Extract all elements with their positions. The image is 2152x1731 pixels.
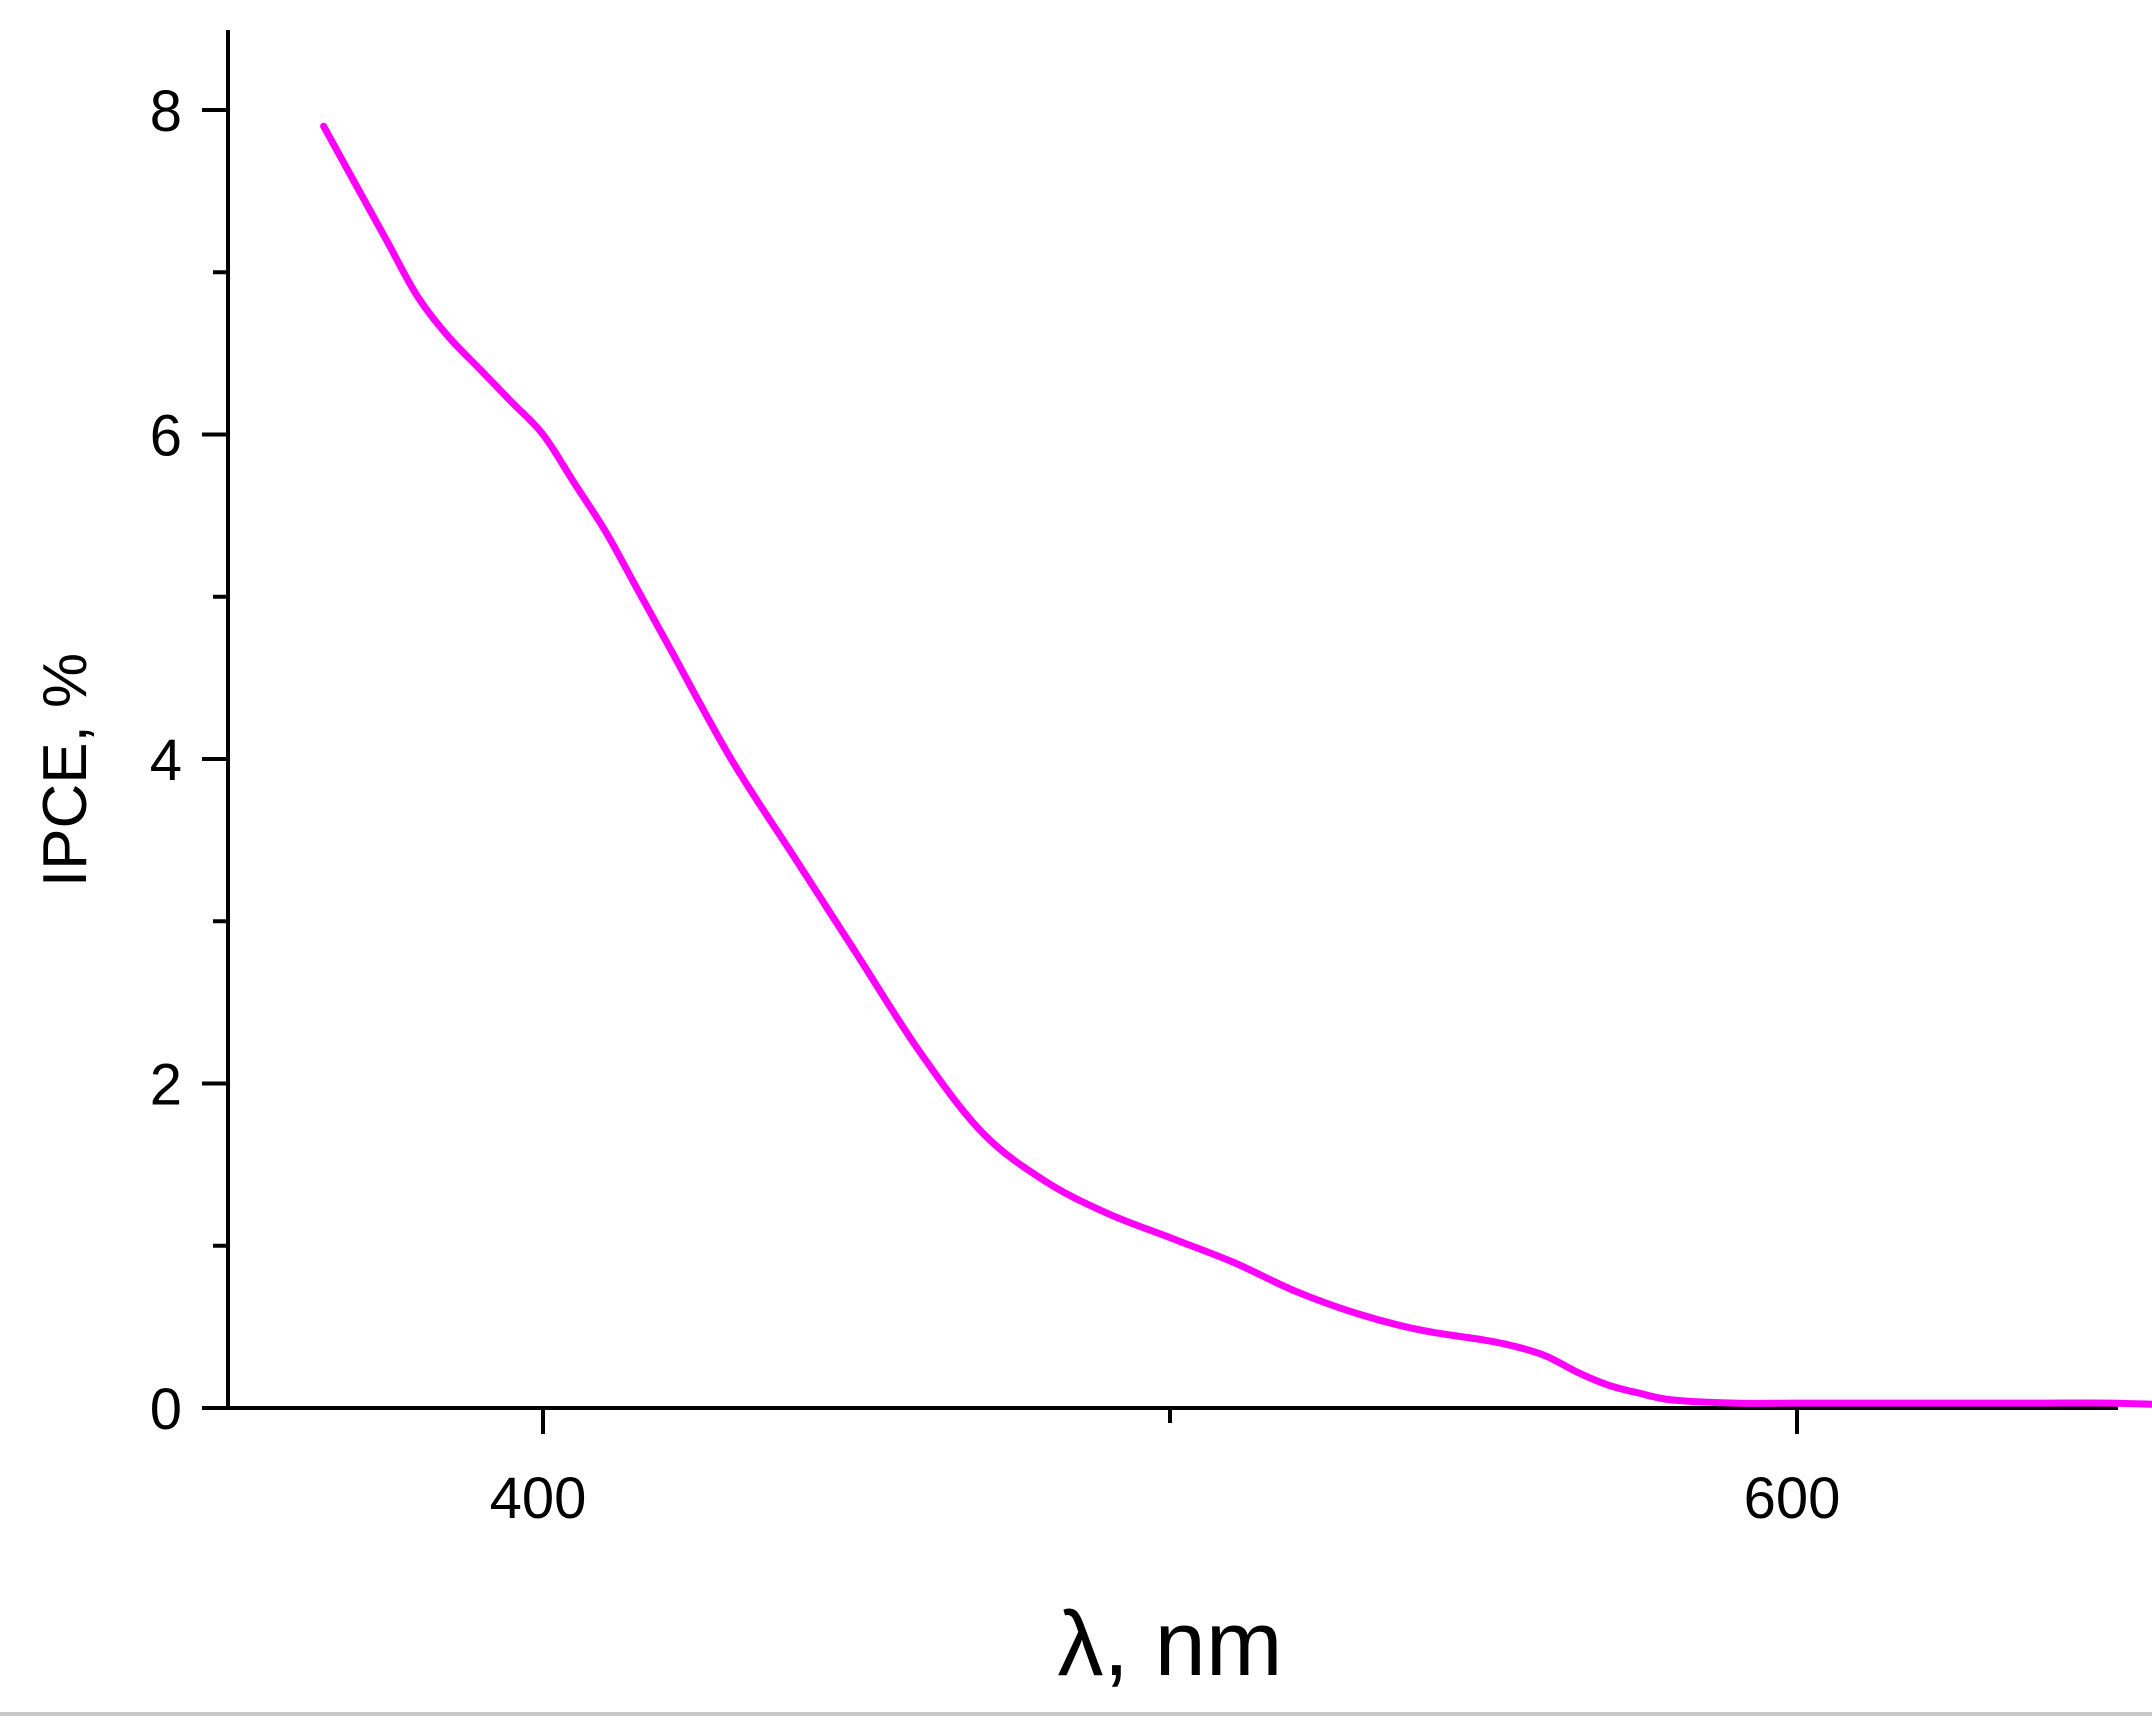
y-tick-label-0: 0 xyxy=(150,1377,182,1442)
ticks-layer xyxy=(202,108,1799,1434)
series-layer xyxy=(320,122,2152,1408)
x-tick-label-400: 400 xyxy=(490,1466,587,1531)
y-tick-label-2: 2 xyxy=(150,1053,182,1118)
y-tick-label-4: 4 xyxy=(150,728,182,793)
y-axis-title: IPCE, % xyxy=(31,653,100,887)
series-line-0 xyxy=(320,122,2152,1408)
y-tick-label-6: 6 xyxy=(150,404,182,469)
x-tick-label-600: 600 xyxy=(1744,1466,1841,1531)
bottom-divider xyxy=(0,1712,2152,1716)
y-tick-label-8: 8 xyxy=(150,79,182,144)
x-axis-title: λ, nm xyxy=(1058,1593,1283,1695)
labels-layer: 0 2 4 6 8 400 600 xyxy=(150,79,1841,1531)
